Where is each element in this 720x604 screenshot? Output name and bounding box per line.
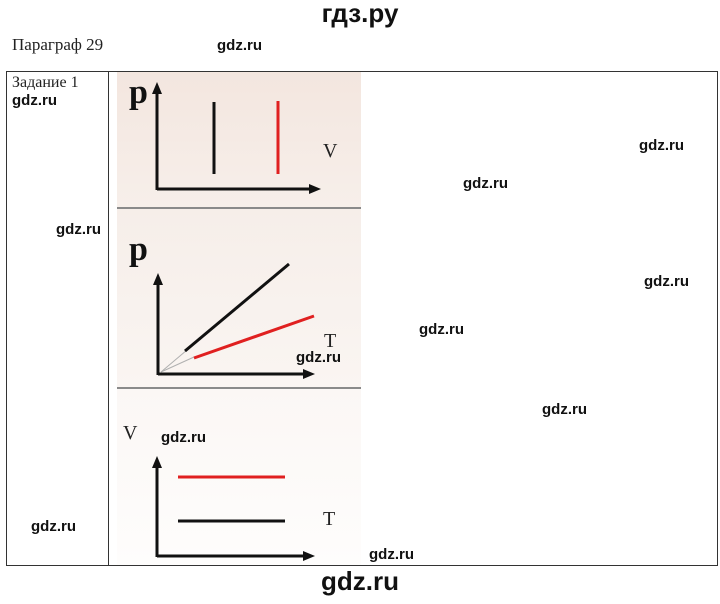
y-axis-label: p — [129, 231, 148, 268]
site-footer: gdz.ru — [321, 566, 399, 596]
graph-pv — [152, 82, 321, 194]
watermark: gdz.ru — [31, 518, 76, 535]
paragraph-title: Параграф 29 — [12, 35, 104, 54]
panel-separator — [117, 207, 361, 209]
isochore-black-line — [184, 262, 290, 353]
graph-vt-panel: V T — [117, 389, 361, 565]
answer-table — [6, 71, 718, 566]
x-axis-label: T — [324, 330, 337, 352]
site-header: гдз.ру — [321, 0, 399, 28]
x-axis-arrow-icon — [309, 184, 321, 194]
x-axis-arrow-icon — [303, 369, 315, 379]
watermark: gdz.ru — [296, 349, 341, 366]
watermark: gdz.ru — [217, 37, 262, 54]
graph-pv-panel: p V — [117, 72, 361, 208]
watermark: gdz.ru — [639, 137, 684, 154]
watermark: gdz.ru — [369, 546, 414, 563]
x-axis-label: V — [323, 140, 338, 162]
watermark: gdz.ru — [463, 175, 508, 192]
watermark: gdz.ru — [56, 221, 101, 238]
extrapolation-dashed-line — [160, 356, 195, 373]
watermark: gdz.ru — [161, 429, 206, 446]
y-axis-arrow-icon — [152, 82, 162, 94]
graph-vt — [152, 456, 315, 561]
watermark: gdz.ru — [419, 321, 464, 338]
watermark: gdz.ru — [12, 92, 57, 109]
y-axis-arrow-icon — [152, 456, 162, 468]
graph-pt — [153, 262, 315, 379]
y-axis-arrow-icon — [153, 273, 163, 285]
isochore-red-line — [193, 314, 315, 360]
watermark: gdz.ru — [542, 401, 587, 418]
extrapolation-dashed-line — [160, 349, 188, 373]
watermark: gdz.ru — [644, 273, 689, 290]
x-axis-arrow-icon — [303, 551, 315, 561]
x-axis-label: T — [323, 508, 336, 530]
column-divider — [108, 71, 109, 566]
graph-pt-panel: p T — [117, 209, 361, 388]
y-axis-label: V — [123, 422, 138, 444]
panel-separator — [117, 387, 361, 389]
task-label: Задание 1 — [12, 74, 79, 91]
y-axis-label: p — [129, 74, 148, 111]
